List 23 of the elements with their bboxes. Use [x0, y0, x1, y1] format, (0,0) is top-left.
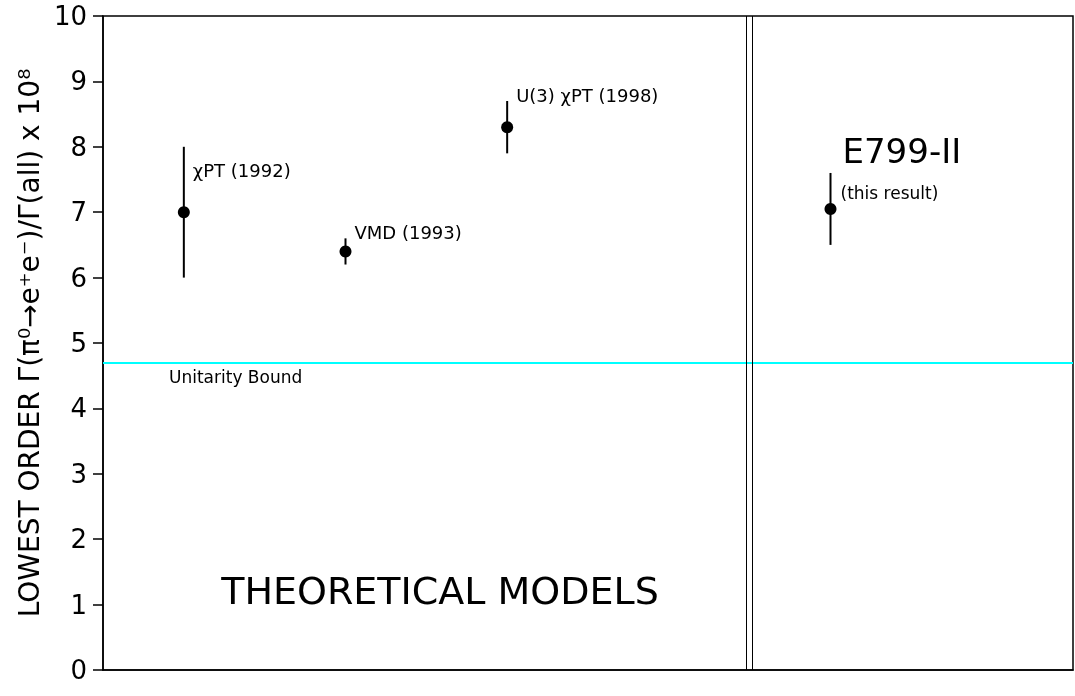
y-tick-label: 3 [70, 458, 87, 489]
y-tick-label: 1 [70, 589, 87, 620]
series-label: E799-II [842, 130, 962, 171]
series-label: VMD (1993) [354, 221, 462, 243]
point [339, 245, 352, 258]
y-axis-title: LOWEST ORDER Γ(π⁰→e⁺e⁻)/Γ(all) x 10⁸ [12, 68, 46, 618]
point [177, 206, 190, 219]
series-label: U(3) χPT (1998) [516, 84, 659, 106]
annotation: THEORETICAL MODELS [220, 569, 659, 613]
point [501, 121, 514, 134]
y-tick-label: 4 [70, 393, 87, 424]
y-tick-label: 6 [70, 262, 87, 293]
point [824, 202, 837, 215]
y-tick-label: 7 [70, 197, 87, 228]
annotation: (this result) [840, 182, 939, 203]
y-tick-label: 5 [70, 328, 87, 358]
y-tick-label: 10 [53, 1, 87, 31]
y-tick-label: 8 [70, 131, 87, 162]
ref-line-label: Unitarity Bound [169, 367, 303, 388]
y-tick-label: 9 [70, 66, 87, 97]
y-tick-label: 0 [70, 655, 87, 685]
series-label: χPT (1992) [192, 159, 291, 181]
y-tick-label: 2 [70, 524, 87, 555]
